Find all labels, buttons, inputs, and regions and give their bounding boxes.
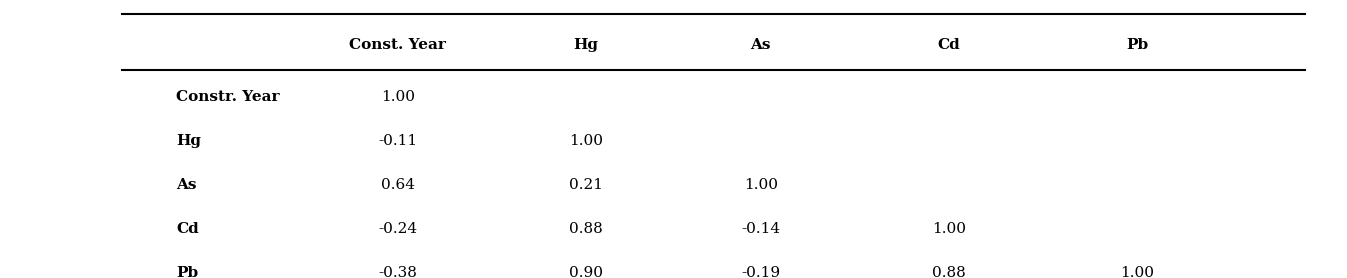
Text: -0.24: -0.24 — [379, 222, 418, 236]
Text: -0.19: -0.19 — [741, 266, 780, 278]
Text: Hg: Hg — [176, 134, 201, 148]
Text: Pb: Pb — [176, 266, 198, 278]
Text: As: As — [176, 178, 197, 192]
Text: Const. Year: Const. Year — [349, 38, 446, 53]
Text: 1.00: 1.00 — [1121, 266, 1154, 278]
Text: Hg: Hg — [574, 38, 598, 53]
Text: 0.88: 0.88 — [570, 222, 603, 236]
Text: 0.88: 0.88 — [932, 266, 966, 278]
Text: As: As — [750, 38, 770, 53]
Text: Cd: Cd — [938, 38, 960, 53]
Text: -0.14: -0.14 — [741, 222, 780, 236]
Text: 0.64: 0.64 — [381, 178, 415, 192]
Text: Pb: Pb — [1126, 38, 1149, 53]
Text: -0.38: -0.38 — [379, 266, 418, 278]
Text: Cd: Cd — [176, 222, 199, 236]
Text: 1.00: 1.00 — [744, 178, 777, 192]
Text: 1.00: 1.00 — [381, 90, 415, 104]
Text: 1.00: 1.00 — [932, 222, 966, 236]
Text: Constr. Year: Constr. Year — [176, 90, 280, 104]
Text: 0.90: 0.90 — [570, 266, 603, 278]
Text: -0.11: -0.11 — [379, 134, 418, 148]
Text: 1.00: 1.00 — [570, 134, 603, 148]
Text: 0.21: 0.21 — [570, 178, 603, 192]
